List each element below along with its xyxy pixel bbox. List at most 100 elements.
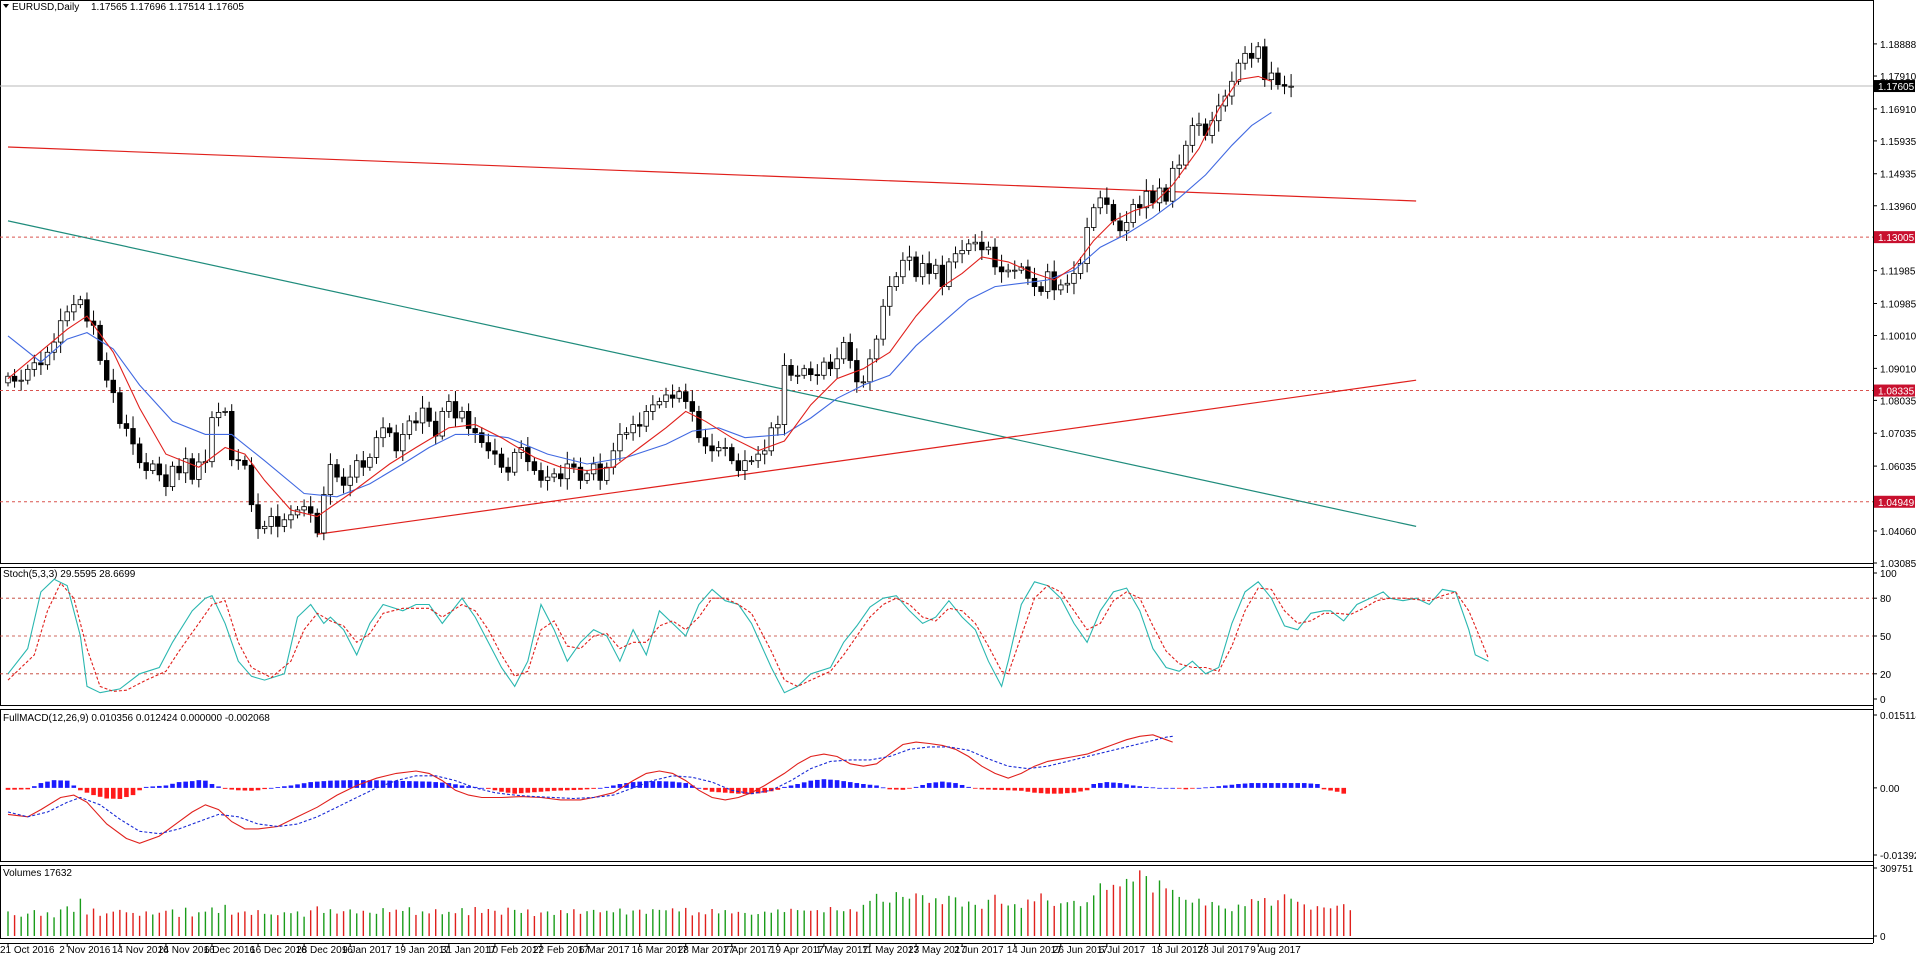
candle-body <box>432 420 439 437</box>
candle-body <box>880 305 886 340</box>
candle-body <box>301 506 307 511</box>
candle-body <box>1242 52 1248 64</box>
candle-body <box>505 466 511 473</box>
candle-body <box>676 391 682 399</box>
macd-histogram-bar <box>1097 783 1103 788</box>
macd-histogram-bar <box>486 787 491 789</box>
macd-histogram-bar <box>328 780 333 788</box>
macd-histogram-bar <box>815 779 820 788</box>
macd-histogram-bar <box>288 785 294 788</box>
moving-average-slow <box>7 112 1272 498</box>
candle-body <box>1104 197 1110 205</box>
candle-body <box>413 420 419 424</box>
macd-histogram-bar <box>1170 787 1175 789</box>
macd-histogram-bar <box>1328 787 1333 791</box>
candle-body <box>584 473 590 481</box>
macd-histogram-bar <box>1229 784 1235 788</box>
price-y-tick-label: 1.10985 <box>1880 299 1916 310</box>
stoch-line <box>7 578 1489 694</box>
candle-body <box>794 374 801 377</box>
macd-histogram-bar <box>78 787 83 791</box>
candle-body <box>939 264 946 287</box>
macd-histogram-bar <box>611 785 616 788</box>
candle-body <box>683 391 689 402</box>
candle-body <box>57 320 64 343</box>
macd-histogram-bar <box>137 787 142 791</box>
candle-body <box>380 427 386 439</box>
candle-body <box>762 450 768 455</box>
macd-histogram-bar <box>110 787 116 799</box>
macd-histogram-bar <box>1242 783 1248 788</box>
macd-histogram-bar <box>130 787 136 796</box>
macd-histogram-bar <box>479 787 485 789</box>
price-y-tick-label: 1.11985 <box>1880 267 1916 278</box>
candle-body <box>196 461 202 480</box>
trendline <box>7 220 1417 527</box>
macd-histogram-bar <box>117 787 123 799</box>
macd-histogram-bar <box>1144 786 1149 788</box>
macd-histogram-bar <box>518 787 524 794</box>
macd-histogram-bar <box>1051 787 1057 794</box>
macd-histogram-bar <box>834 780 840 788</box>
stoch-y-tick-label: 20 <box>1880 670 1892 681</box>
macd-histogram-bar <box>1005 787 1011 791</box>
candle-body <box>669 394 676 399</box>
macd-histogram-bar <box>722 787 728 793</box>
macd-histogram-bar <box>584 787 590 790</box>
candle-body <box>189 458 195 480</box>
candle-body <box>97 324 103 361</box>
macd-histogram-bar <box>91 787 96 796</box>
candle-body <box>847 342 853 361</box>
candle-body <box>123 423 130 429</box>
macd-histogram-bar <box>637 781 642 788</box>
macd-histogram-bar <box>1288 783 1294 788</box>
candle-body <box>1097 197 1103 209</box>
candle-body <box>71 304 77 313</box>
candle-body <box>1275 72 1281 85</box>
candle-body <box>51 341 57 353</box>
candle-body <box>1123 222 1130 232</box>
macd-histogram-bar <box>347 780 353 788</box>
macd-histogram-bar <box>209 784 215 788</box>
macd-histogram-bar <box>736 787 741 794</box>
candle-body <box>729 447 735 462</box>
candle-body <box>887 286 893 307</box>
candle-body <box>5 375 11 384</box>
candle-body <box>808 368 814 376</box>
macd-histogram-bar <box>617 784 623 788</box>
macd-histogram-bar <box>236 787 241 791</box>
macd-histogram-bar <box>755 787 761 794</box>
macd-histogram-bar <box>959 784 965 788</box>
macd-histogram-bar <box>716 787 721 793</box>
candle-body <box>235 459 241 462</box>
candle-body <box>465 411 472 429</box>
candle-body <box>288 514 294 521</box>
macd-histogram-bar <box>874 785 879 788</box>
candle-body <box>1176 164 1182 169</box>
macd-histogram-bar <box>183 781 188 788</box>
macd-histogram-bar <box>439 782 445 788</box>
candle-body <box>511 452 518 473</box>
macd-histogram-bar <box>242 787 248 791</box>
macd-histogram-bar <box>630 782 636 788</box>
candle-body <box>275 516 281 527</box>
macd-histogram-bar <box>880 787 886 789</box>
macd-histogram-bar <box>1190 787 1195 789</box>
macd-histogram-bar <box>222 787 228 789</box>
candle-body <box>229 411 235 461</box>
macd-histogram-bar <box>58 780 63 788</box>
macd-histogram-bar <box>657 781 662 788</box>
candle-body <box>426 407 432 422</box>
x-tick-label: 19 Apr 2017 <box>770 945 824 956</box>
candle-body <box>1143 190 1150 209</box>
candle-body <box>834 358 840 370</box>
macd-histogram-bar <box>308 782 313 788</box>
candle-body <box>735 460 742 471</box>
macd-histogram-bar <box>499 787 504 792</box>
candle-body <box>1222 95 1228 107</box>
candle-body <box>1262 46 1268 81</box>
candle-body <box>959 250 965 255</box>
candle-body <box>768 427 774 452</box>
